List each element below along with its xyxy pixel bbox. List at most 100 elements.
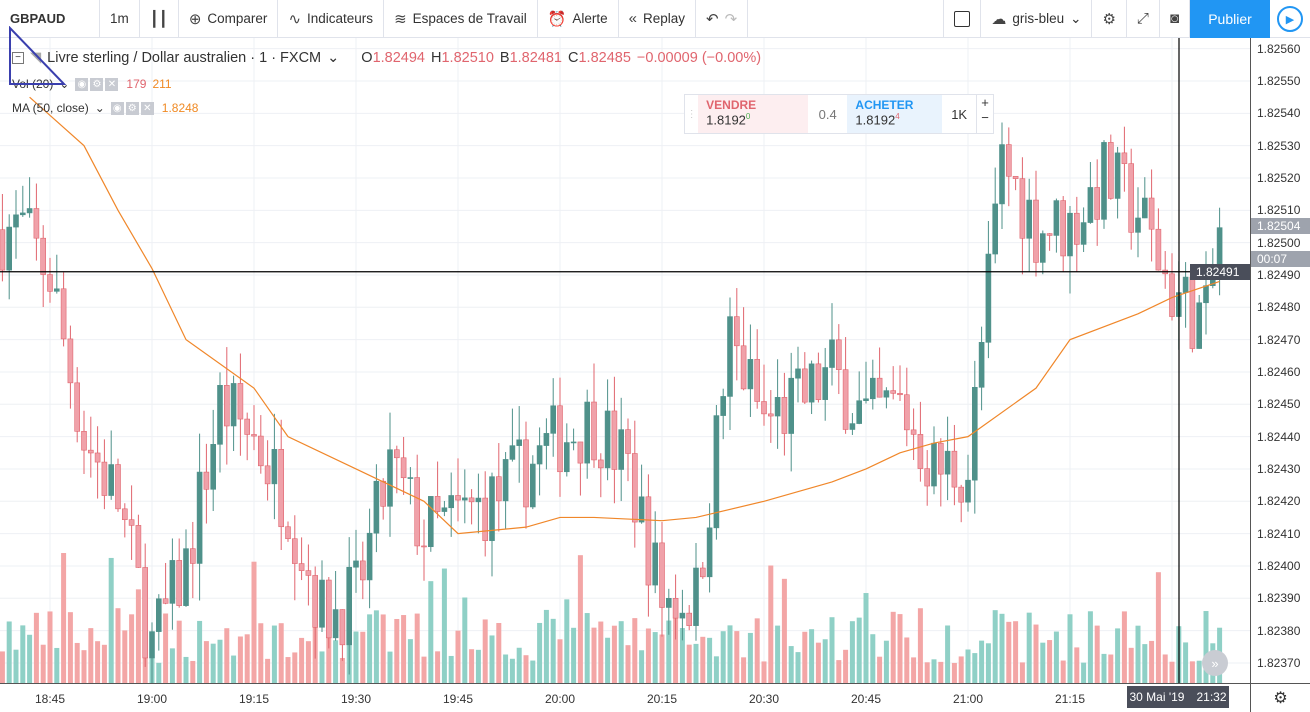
candle-body xyxy=(142,567,148,659)
candle-body xyxy=(67,338,74,384)
crosshair-price-tag: 1.82491 xyxy=(1190,263,1250,280)
settings-button[interactable]: ⚙ xyxy=(1092,0,1127,38)
candle-body xyxy=(631,453,638,523)
candle-body xyxy=(162,598,169,604)
time-axis[interactable]: 18:45 19:00 19:15 19:30 19:45 20:00 20:15 20:30… xyxy=(0,683,1250,712)
candle-body xyxy=(1196,302,1202,349)
candle-body xyxy=(842,369,849,430)
collapse-icon[interactable]: − xyxy=(12,52,24,64)
volume-bar xyxy=(448,655,454,683)
buy-button[interactable]: ACHETER 1.81924 xyxy=(847,95,943,133)
close-icon[interactable]: ✕ xyxy=(105,78,119,91)
volume-bar xyxy=(1074,647,1080,683)
candle-body xyxy=(149,631,155,659)
fullscreen-button[interactable]: ⤢ xyxy=(1127,0,1160,38)
fullscreen-layout-button[interactable] xyxy=(943,0,982,38)
volume-bar xyxy=(122,630,128,683)
volume-bar xyxy=(666,620,672,683)
axis-settings-button[interactable]: ⚙ xyxy=(1250,683,1310,712)
candle-body xyxy=(713,415,720,529)
quantity-increase[interactable]: + xyxy=(981,95,989,110)
candle-body xyxy=(1005,144,1012,177)
replay-button[interactable]: « Replay xyxy=(619,0,697,38)
volume-bar xyxy=(265,658,271,683)
quantity-decrease[interactable]: − xyxy=(981,110,989,125)
redo-icon[interactable]: ↷ xyxy=(724,10,738,28)
candle-body xyxy=(156,598,162,632)
alert-button[interactable]: ⏰ Alerte xyxy=(538,0,619,38)
indicators-button[interactable]: ∿ Indicateurs xyxy=(278,0,385,38)
series-title[interactable]: Livre sterling / Dollar australien · 1 ·… xyxy=(47,50,322,66)
volume-value: 179 xyxy=(126,76,147,91)
volume-bar xyxy=(829,617,835,683)
compare-button[interactable]: ⊕ Comparer xyxy=(179,0,279,38)
volume-bar xyxy=(618,621,624,683)
undo-icon[interactable]: ↶ xyxy=(706,10,719,28)
close-icon[interactable]: ✕ xyxy=(140,102,154,115)
candle-body xyxy=(468,497,475,503)
candle-body xyxy=(366,532,373,581)
ma-title[interactable]: MA (50, close) xyxy=(12,100,89,115)
drawing-triangle[interactable] xyxy=(8,26,68,88)
eye-icon[interactable]: ◉ xyxy=(75,78,89,91)
hide-icon[interactable]: ◥ xyxy=(30,50,42,66)
drag-handle-icon[interactable]: ⋮ xyxy=(686,108,697,120)
volume-bar xyxy=(176,620,182,683)
sell-button[interactable]: VENDRE 1.81920 xyxy=(698,95,808,133)
eye-icon[interactable]: ◉ xyxy=(110,102,124,115)
volume-bar xyxy=(693,643,699,683)
play-button[interactable]: ▶ xyxy=(1270,0,1310,38)
candle-body xyxy=(999,144,1005,205)
rewind-icon: « xyxy=(628,10,638,27)
price-label: 1.82560 xyxy=(1257,41,1301,56)
volume-bar xyxy=(101,644,107,683)
price-axis[interactable]: 1.82560 1.82550 1.82540 1.82530 1.82520 1.825… xyxy=(1190,38,1310,683)
buy-label: ACHETER xyxy=(855,98,914,112)
candle-body xyxy=(720,396,727,416)
scroll-to-realtime-button[interactable]: » xyxy=(1202,650,1228,676)
snapshot-button[interactable]: ◙ xyxy=(1160,0,1190,38)
gear-icon[interactable]: ⚙ xyxy=(90,78,104,91)
candle-body xyxy=(19,212,26,216)
candle-body xyxy=(203,471,210,490)
price-label: 1.82410 xyxy=(1257,526,1301,541)
quantity-field[interactable]: 1K xyxy=(951,106,968,122)
chart-canvas[interactable] xyxy=(0,38,1250,683)
chevron-down-icon[interactable]: ⌄ xyxy=(327,50,340,66)
publish-button[interactable]: Publier xyxy=(1190,0,1270,38)
volume-bar xyxy=(1006,621,1012,683)
candle-body xyxy=(733,316,740,347)
candle-body xyxy=(210,444,216,490)
candle-body xyxy=(502,459,509,502)
play-icon: ▶ xyxy=(1277,6,1303,32)
square-icon xyxy=(954,10,971,27)
volume-bar xyxy=(795,652,801,683)
gear-icon[interactable]: ⚙ xyxy=(125,102,139,115)
volume-bar xyxy=(788,646,794,683)
workspaces-button[interactable]: ≋ Espaces de Travail xyxy=(384,0,538,38)
buy-price-sup: 4 xyxy=(895,112,900,121)
symbol-search[interactable]: GBPAUD xyxy=(0,0,100,38)
volume-bar xyxy=(1162,654,1168,683)
theme-dropdown[interactable]: ☁ gris-bleu ⌄ xyxy=(981,0,1093,38)
candle-body xyxy=(346,566,353,646)
price-label: 1.82390 xyxy=(1257,591,1301,606)
volume-bar xyxy=(659,634,665,683)
volume-bar xyxy=(203,641,209,683)
chevron-down-icon[interactable]: ⌄ xyxy=(94,100,105,115)
price-label: 1.82420 xyxy=(1257,494,1301,509)
price-label: 1.82450 xyxy=(1257,397,1301,412)
candle-body xyxy=(638,496,645,523)
interval-button[interactable]: 1m xyxy=(100,0,140,38)
volume-bar xyxy=(625,645,631,683)
candle-body xyxy=(604,410,611,469)
candle-body xyxy=(475,497,482,503)
chart-type-button[interactable]: ┃┃ xyxy=(140,0,179,38)
candle-body xyxy=(835,339,842,370)
volume-bar xyxy=(1128,647,1134,683)
volume-bar xyxy=(931,659,937,683)
workspaces-label: Espaces de Travail xyxy=(412,11,527,26)
candle-body xyxy=(965,479,971,503)
candle-body xyxy=(461,497,468,501)
candle-body xyxy=(1182,276,1189,293)
